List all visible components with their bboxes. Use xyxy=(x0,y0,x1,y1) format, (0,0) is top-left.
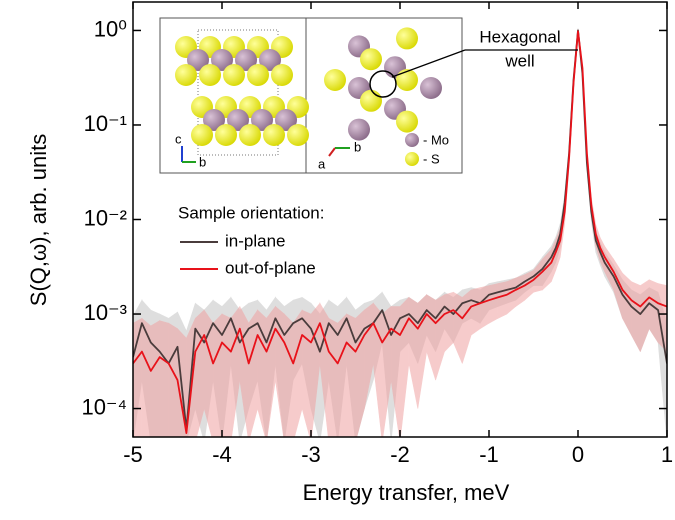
error-band-segment xyxy=(497,281,508,319)
error-band-segment xyxy=(150,320,160,437)
error-band-segment xyxy=(337,313,347,437)
error-band-segment xyxy=(453,291,463,364)
sulfur-atom xyxy=(263,124,285,146)
y-tick-label: 10⁻¹ xyxy=(84,111,127,136)
x-tick-label: 0 xyxy=(572,442,584,467)
sulfur-atom xyxy=(223,64,245,86)
inset: c b a b - Mo - S xyxy=(159,17,463,174)
x-tick-label: -3 xyxy=(301,442,321,467)
error-band-segment xyxy=(470,287,481,336)
inset-legend: - Mo xyxy=(423,132,449,147)
y-tick-label: 10⁰ xyxy=(94,16,127,41)
annotation-pointer xyxy=(391,49,466,78)
error-band-segment xyxy=(212,313,223,437)
error-band-segment xyxy=(319,302,330,437)
y-tick-label: 10⁻⁴ xyxy=(81,394,127,419)
molybdenum-atom xyxy=(227,109,249,131)
well-circle xyxy=(369,70,397,98)
inset-legend: - S xyxy=(423,151,440,166)
error-band-segment xyxy=(639,279,650,352)
x-tick-label: -1 xyxy=(479,442,499,467)
sulfur-atom xyxy=(215,124,237,146)
sulfur-atom xyxy=(324,69,346,91)
error-band-segment xyxy=(141,317,152,437)
error-band-segment xyxy=(257,309,267,437)
error-band-segment xyxy=(444,291,454,353)
molybdenum-atom xyxy=(203,109,225,131)
molybdenum-atom xyxy=(420,77,442,99)
x-tick-label: -5 xyxy=(123,442,143,467)
sulfur-atom xyxy=(175,64,197,86)
error-band-segment xyxy=(328,317,339,437)
error-band-segment xyxy=(488,283,499,324)
inset-axis-label: b xyxy=(354,139,361,154)
error-band-segment xyxy=(301,309,312,437)
molybdenum-atom xyxy=(211,49,233,71)
sulfur-atom xyxy=(191,124,213,146)
sulfur-atom xyxy=(239,124,261,146)
error-band-segment xyxy=(159,320,169,437)
sulfur-atom xyxy=(360,89,382,112)
error-band-segment xyxy=(408,296,419,409)
error-band-segment xyxy=(390,306,401,437)
x-tick-label: -4 xyxy=(212,442,232,467)
error-band-segment xyxy=(266,305,276,437)
legend-label: in-plane xyxy=(225,231,286,250)
error-band-segment xyxy=(631,281,641,352)
error-band-segment xyxy=(168,322,178,437)
annotation: Hexagonal xyxy=(479,27,560,46)
molybdenum-atom xyxy=(235,49,257,71)
error-band-segment xyxy=(292,309,303,437)
inset-axis-label: b xyxy=(199,154,206,169)
error-band-segment xyxy=(479,285,490,330)
error-band-segment xyxy=(283,313,294,437)
x-axis-label: Energy transfer, meV xyxy=(303,480,510,505)
axis-a xyxy=(328,147,336,157)
error-band-segment xyxy=(426,294,436,381)
sulfur-atom xyxy=(396,69,418,91)
inset-axis-label: a xyxy=(318,156,326,171)
legend-title: Sample orientation: xyxy=(178,203,324,222)
molybdenum-atom xyxy=(187,49,209,71)
molybdenum-atom xyxy=(275,109,297,131)
y-tick-label: 10⁻³ xyxy=(84,300,127,325)
y-axis-label: S(Q,ω), arb. units xyxy=(26,134,51,306)
atoms xyxy=(175,27,442,146)
sulfur-atom xyxy=(271,64,293,86)
sulfur-atom xyxy=(247,64,269,86)
s-key xyxy=(405,152,419,166)
sulfur-atom xyxy=(396,110,418,133)
series-line xyxy=(133,30,667,434)
error-band-segment xyxy=(346,313,356,437)
error-band-segment xyxy=(506,277,517,315)
sulfur-atom xyxy=(199,64,221,86)
x-tick-label: -2 xyxy=(390,442,410,467)
lines xyxy=(133,29,667,434)
error-band-segment xyxy=(657,283,667,353)
x-tick-label: 1 xyxy=(661,442,673,467)
sulfur-atom xyxy=(287,124,309,146)
inset-axis-label: c xyxy=(175,131,182,146)
molybdenum-atom xyxy=(251,109,273,131)
error-band-segment xyxy=(515,274,525,308)
molybdenum-atom xyxy=(259,49,281,71)
y-tick-label: 10⁻² xyxy=(84,205,127,230)
sulfur-atom xyxy=(360,48,382,71)
annotation: well xyxy=(504,51,534,70)
unit-cell xyxy=(197,29,279,156)
mo-key xyxy=(405,133,419,147)
legend-label: out-of-plane xyxy=(225,258,316,277)
error-band-segment xyxy=(648,279,659,344)
molybdenum-atom xyxy=(348,118,370,141)
error-band-segment xyxy=(248,309,258,437)
sulfur-atom xyxy=(396,27,418,50)
